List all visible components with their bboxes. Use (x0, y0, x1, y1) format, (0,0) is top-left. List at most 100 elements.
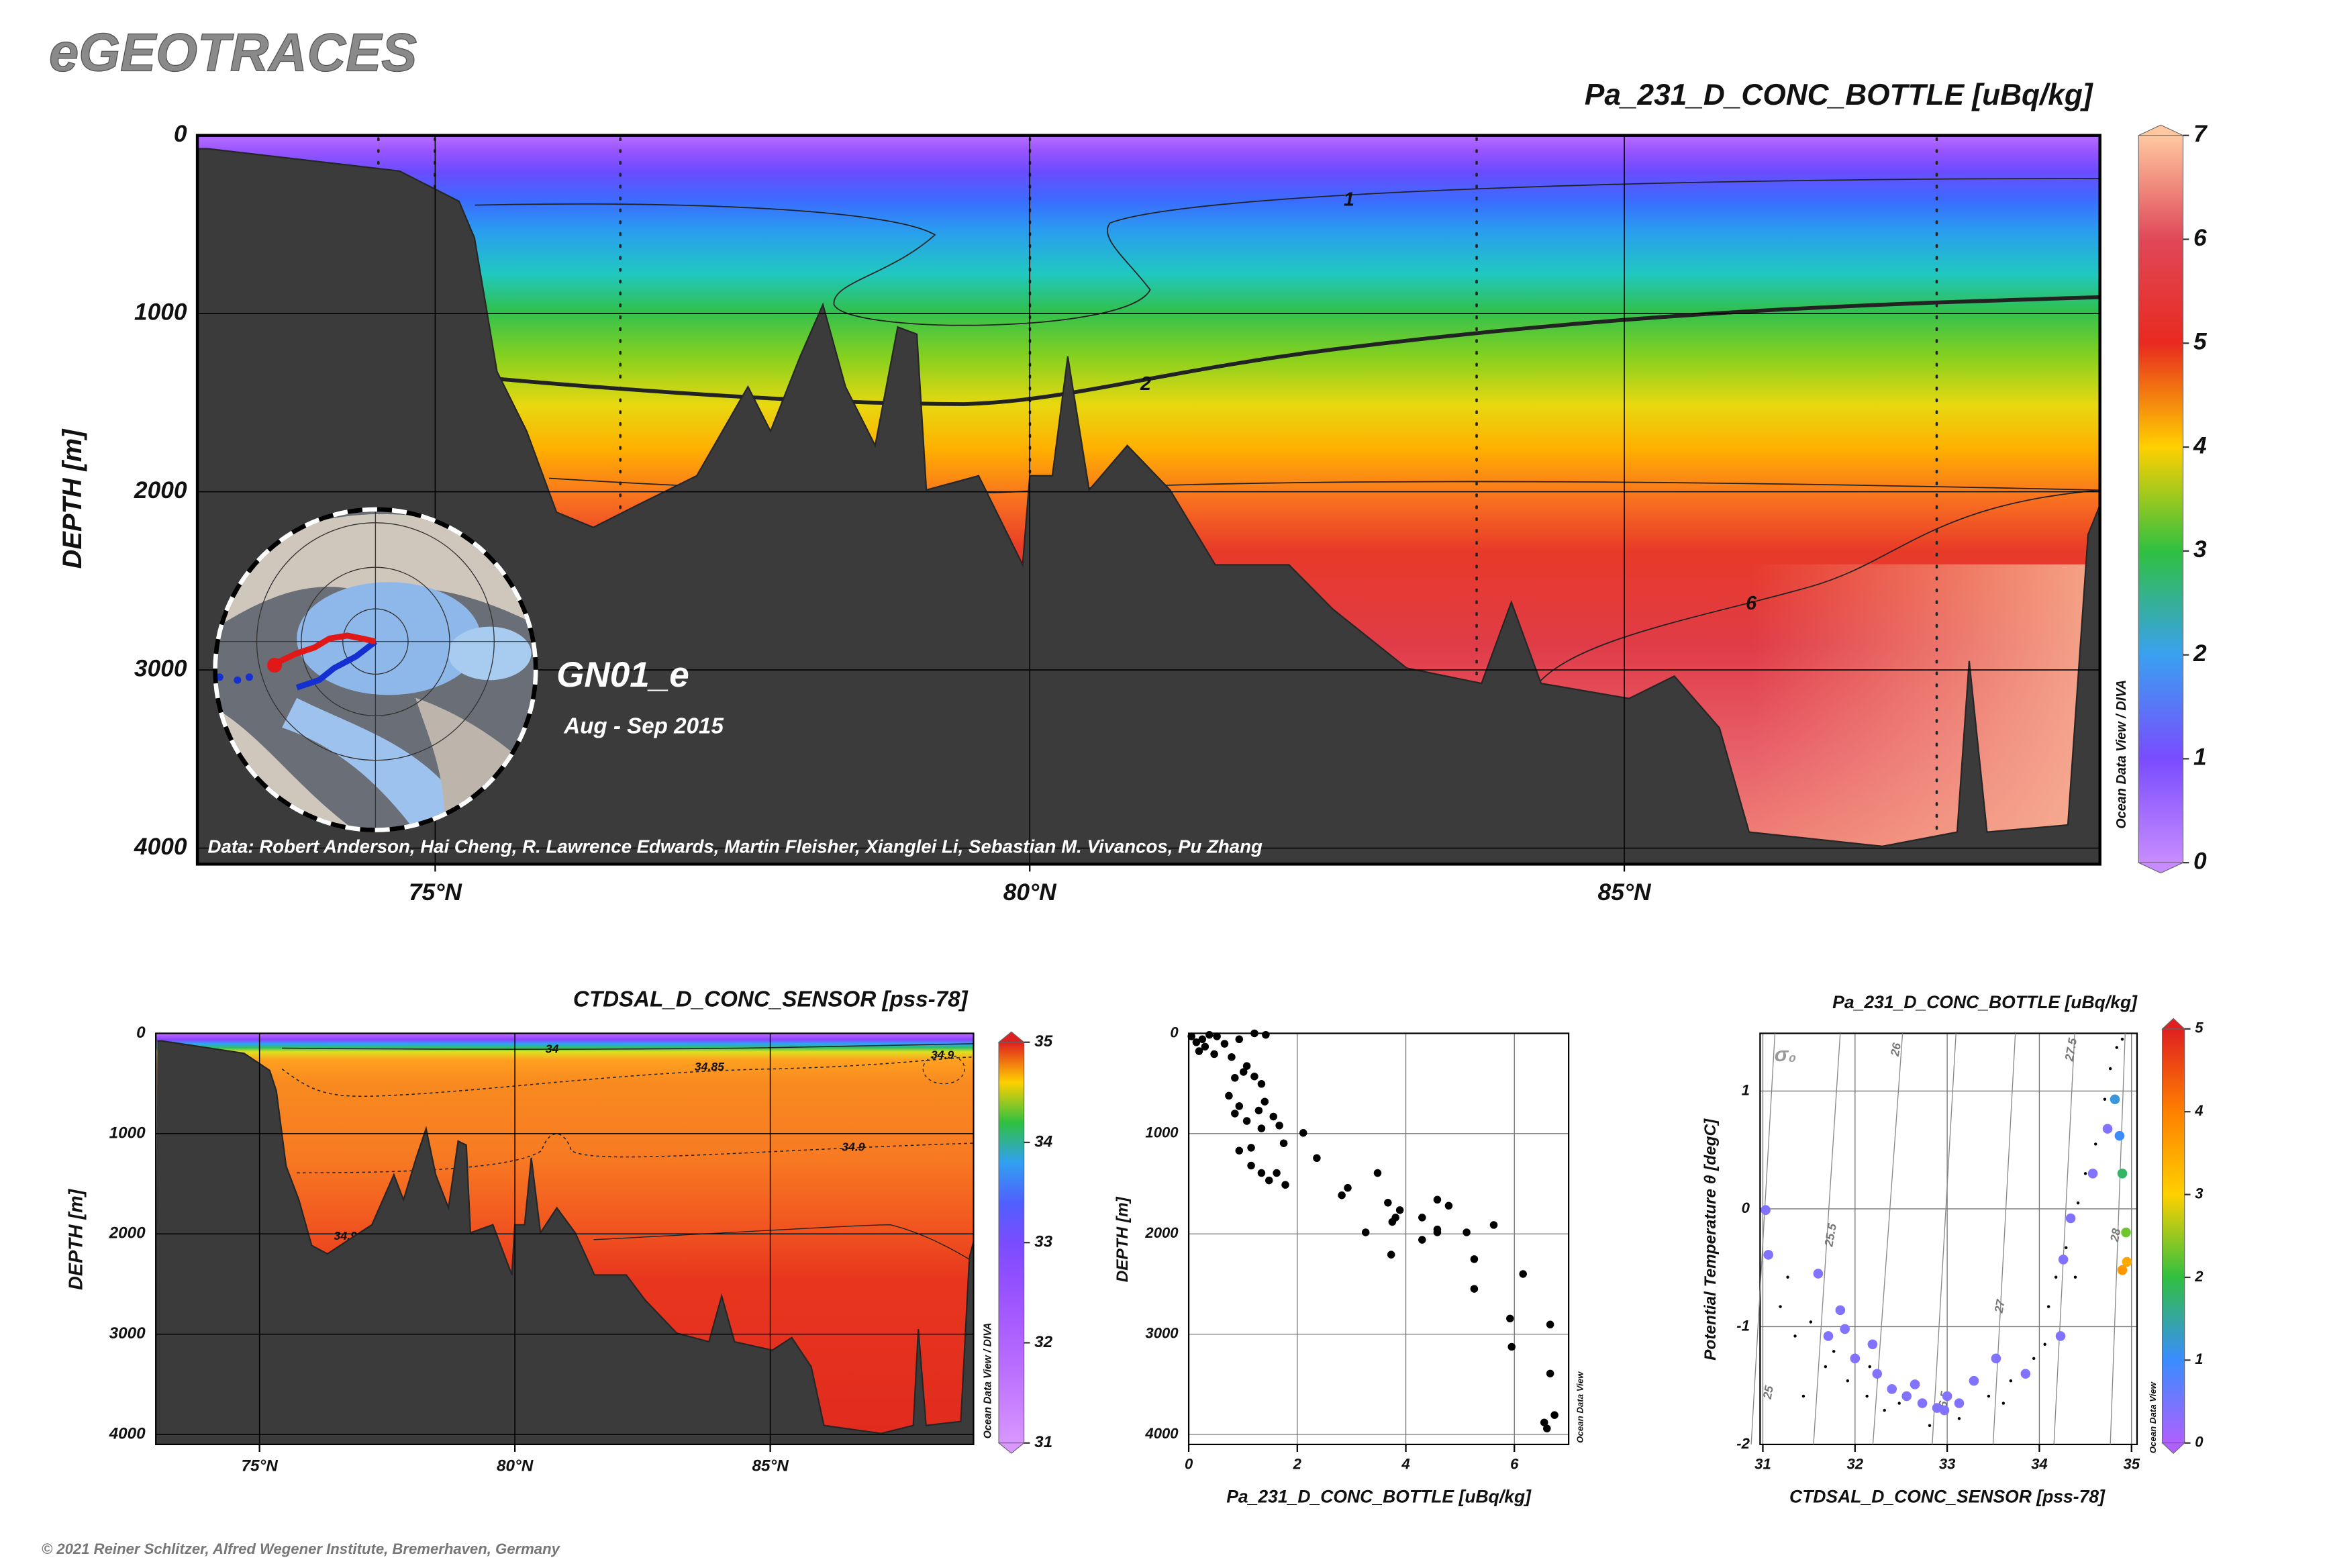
contour-label: 34 (546, 1042, 559, 1055)
data-point (2043, 1342, 2046, 1346)
y-axis-label: Potential Temperature θ [degC] (1701, 1118, 1720, 1361)
map-shelf (282, 697, 460, 830)
data-point (1928, 1424, 1932, 1428)
data-point (1987, 1394, 1991, 1398)
data-point (2122, 1257, 2132, 1267)
data-point (1883, 1408, 1886, 1412)
seafloor (197, 148, 2100, 865)
map-station (234, 676, 242, 684)
contour-label: 34.9 (931, 1048, 954, 1061)
cruise-label: GN01_e (556, 655, 689, 695)
y-tick-label: 3000 (1145, 1324, 1179, 1341)
data-point (1187, 1032, 1195, 1040)
data-point (1969, 1375, 1979, 1386)
data-point (1550, 1411, 1558, 1419)
contour-label: 34.9 (842, 1140, 865, 1153)
colorbar-tick-label: 34 (1034, 1132, 1053, 1150)
data-point (1279, 1139, 1288, 1147)
watermark: Ocean Data View / DIVA (983, 1322, 994, 1438)
x-tick-label: 33 (1939, 1456, 1956, 1473)
colorbar-tick-label: 0 (2195, 1434, 2204, 1451)
data-point (2087, 1169, 2098, 1179)
data-point (1463, 1228, 1471, 1236)
data-point (1384, 1199, 1392, 1207)
data-point (1489, 1221, 1498, 1229)
data-point (1242, 1117, 1251, 1125)
data-point (2055, 1331, 2066, 1341)
colorbar-cap (2161, 1018, 2186, 1030)
data-point (1388, 1218, 1397, 1226)
data-point (1991, 1353, 2001, 1364)
data-point (1373, 1169, 1382, 1177)
copyright: © 2021 Reiner Schlitzer, Alfred Wegener … (42, 1540, 561, 1557)
x-tick-label: 85°N (1598, 879, 1652, 905)
y-axis-label: DEPTH [m] (58, 428, 87, 569)
watermark: Ocean Data View / DIVA (2114, 680, 2129, 829)
y-tick-label: 3000 (134, 655, 187, 681)
y-tick-label: 1 (1742, 1081, 1750, 1098)
y-tick-label: 0 (1170, 1024, 1179, 1040)
data-point (2065, 1213, 2076, 1224)
data-point (2020, 1369, 2031, 1379)
data-point (1867, 1339, 1878, 1350)
data-point (1470, 1285, 1479, 1293)
isopycnal-label: 28 (2108, 1227, 2123, 1243)
data-point (1506, 1314, 1514, 1323)
data-point (2009, 1379, 2013, 1383)
data-point (1269, 1112, 1277, 1121)
data-point (2120, 1038, 2124, 1041)
x-tick-label: 32 (1846, 1456, 1863, 1473)
map-track (295, 639, 378, 691)
data-point (1801, 1394, 1805, 1398)
data-point (1250, 1029, 1258, 1038)
y-tick-label: 0 (174, 121, 187, 147)
map-border (213, 507, 538, 832)
data-point (1470, 1255, 1479, 1263)
data-point (1210, 1050, 1218, 1059)
data-point (1932, 1403, 1942, 1413)
colorbar-tick-label: 1 (2193, 744, 2207, 771)
data-point (1220, 1040, 1229, 1048)
seafloor (156, 1040, 974, 1444)
y-tick-label: 1000 (134, 299, 187, 326)
colorbar-tick-label: 4 (2193, 432, 2207, 458)
data-point (1275, 1121, 1283, 1130)
data-point (1281, 1181, 1289, 1189)
data-point (1257, 1080, 1266, 1088)
data-point (2076, 1201, 2080, 1205)
data-point (1192, 1038, 1201, 1046)
map-track (273, 632, 377, 667)
data-point (1786, 1275, 1789, 1279)
isopycnal-label: 25 (1761, 1384, 1776, 1401)
x-tick-label: 2 (1293, 1456, 1302, 1473)
seafloor-outline (157, 1040, 975, 1434)
isopycnal-line (1992, 1033, 2016, 1444)
data-point (2046, 1305, 2050, 1308)
data-point (1235, 1102, 1244, 1110)
x-tick-label: 31 (1754, 1456, 1771, 1473)
data-point (2117, 1265, 2128, 1275)
colorbar (998, 1042, 1025, 1444)
x-tick-label: 75°N (241, 1457, 278, 1475)
data-credit: Data: Robert Anderson, Hai Cheng, R. Law… (208, 836, 1262, 856)
data-point (1273, 1169, 1281, 1177)
y-tick-label: 4000 (109, 1424, 146, 1442)
data-point (1954, 1398, 1965, 1408)
data-point (1201, 1042, 1209, 1051)
data-point (1247, 1161, 1255, 1170)
colorbar-tick-label: 1 (2195, 1351, 2203, 1367)
data-point (1872, 1369, 1883, 1379)
data-point (2117, 1169, 2128, 1179)
data-point (1195, 1047, 1203, 1055)
y-tick-label: 1000 (109, 1124, 146, 1142)
data-point (1225, 1091, 1233, 1100)
data-point (2093, 1142, 2097, 1146)
x-tick-label: 75°N (409, 879, 462, 905)
chart-title: CTDSAL_D_CONC_SENSOR [pss-78] (573, 987, 969, 1012)
data-point (1865, 1394, 1869, 1398)
isopycnal-label: 26 (1888, 1042, 1903, 1058)
colorbar-cap (2161, 1442, 2186, 1454)
map-station (245, 673, 253, 681)
data-point (1205, 1030, 1214, 1039)
x-tick-label: 34 (2031, 1456, 2048, 1473)
